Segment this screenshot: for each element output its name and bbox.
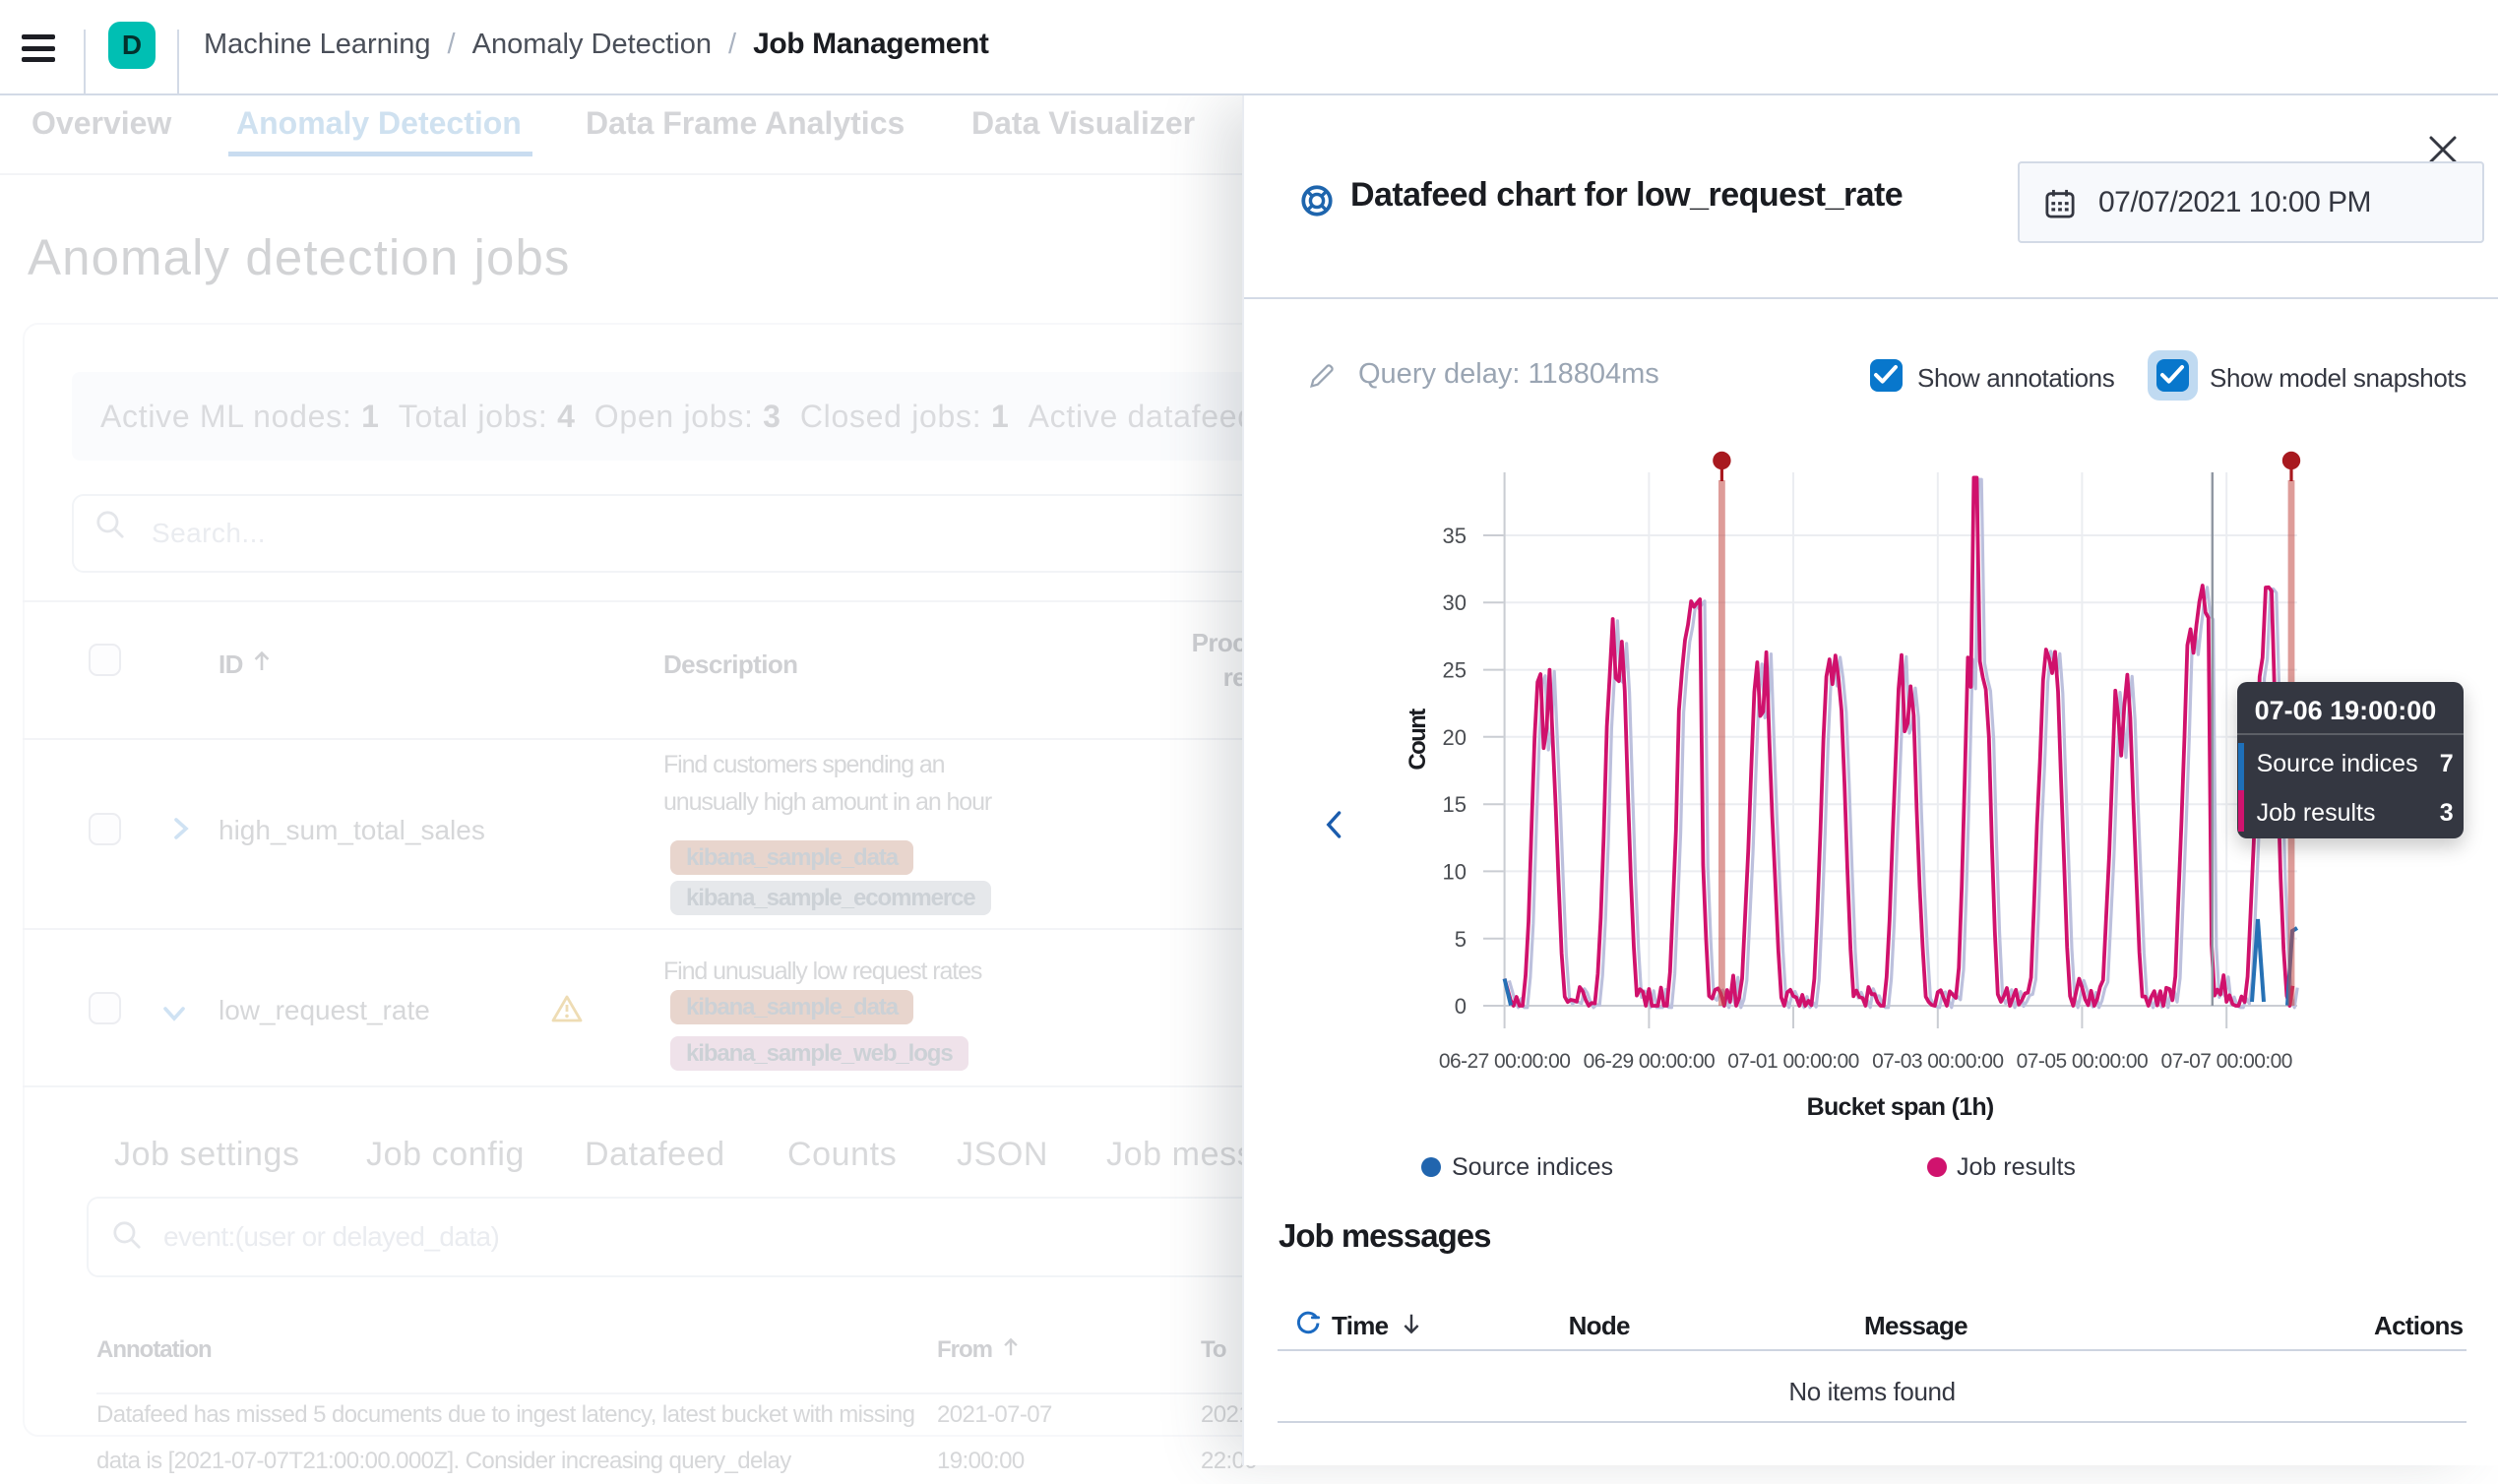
svg-text:35: 35 <box>1443 524 1467 548</box>
svg-text:30: 30 <box>1443 590 1467 615</box>
svg-text:0: 0 <box>1455 994 1467 1019</box>
svg-text:25: 25 <box>1443 658 1467 683</box>
svg-text:06-27 00:00:00: 06-27 00:00:00 <box>1439 1050 1570 1073</box>
svg-text:06-29 00:00:00: 06-29 00:00:00 <box>1584 1050 1715 1073</box>
svg-text:07-01 00:00:00: 07-01 00:00:00 <box>1727 1050 1858 1073</box>
svg-text:07-03 00:00:00: 07-03 00:00:00 <box>1872 1050 2003 1073</box>
svg-text:Bucket span (1h): Bucket span (1h) <box>1807 1093 1994 1121</box>
svg-text:15: 15 <box>1443 792 1467 817</box>
svg-text:07-05 00:00:00: 07-05 00:00:00 <box>2017 1050 2148 1073</box>
svg-text:Count: Count <box>1405 709 1431 771</box>
svg-text:10: 10 <box>1443 859 1467 884</box>
svg-text:07-07 00:00:00: 07-07 00:00:00 <box>2160 1050 2291 1073</box>
svg-text:20: 20 <box>1443 725 1467 750</box>
svg-text:5: 5 <box>1455 927 1467 952</box>
